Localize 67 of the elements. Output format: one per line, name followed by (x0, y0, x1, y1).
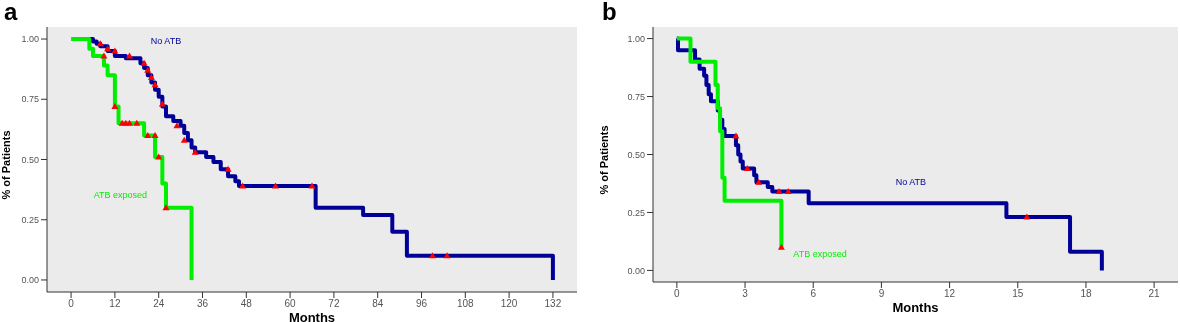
point (162, 204, 170, 211)
series-label: No ATB (895, 176, 927, 187)
y-tick-label: 1.00 (627, 33, 645, 44)
point (777, 243, 785, 250)
y-tick-label: 0.75 (627, 91, 645, 102)
x-tick-label: 24 (153, 298, 165, 310)
point (151, 131, 159, 138)
y-tick-label: 0.50 (21, 154, 39, 165)
x-tick-label: 84 (372, 298, 384, 310)
point (1023, 213, 1031, 220)
x-tick-label: 0 (68, 298, 75, 310)
series-label: ATB exposed (93, 190, 148, 201)
point (111, 47, 119, 54)
point (144, 66, 152, 73)
x-tick-label: 12 (944, 288, 956, 300)
point (239, 182, 247, 189)
y-tick-label: 0.00 (21, 275, 39, 286)
x-tick-label: 0 (674, 288, 681, 300)
point (133, 119, 141, 126)
y-axis-title: % of Patients (597, 125, 610, 195)
x-tick-label: 108 (456, 298, 475, 310)
x-tick-label: 48 (240, 298, 253, 310)
point (144, 131, 152, 138)
x-tick-label: 21 (1148, 288, 1161, 300)
point (96, 40, 104, 47)
series-label: No ATB (150, 35, 182, 46)
point (308, 182, 316, 189)
x-tick-label: 132 (544, 298, 562, 310)
x-tick-label: 18 (1080, 288, 1092, 300)
x-axis-title: Months (288, 310, 336, 322)
point (147, 74, 155, 81)
point (140, 59, 148, 66)
x-tick-label: 12 (109, 298, 121, 310)
x-tick-label: 15 (1012, 288, 1024, 300)
chart-title: a (4, 0, 18, 26)
point (272, 182, 279, 189)
point (755, 178, 763, 185)
point (155, 153, 163, 160)
point (784, 188, 792, 195)
chart-title: b (602, 0, 617, 26)
point (173, 122, 181, 129)
series-label: ATB exposed (793, 248, 847, 259)
point (104, 45, 112, 52)
x-tick-label: 36 (196, 298, 209, 310)
y-tick-label: 0.00 (627, 265, 645, 276)
y-tick-label: 0.25 (627, 207, 645, 218)
y-tick-label: 0.50 (627, 149, 645, 160)
x-axis-title: Months (892, 300, 939, 315)
y-tick-label: 0.25 (21, 214, 39, 225)
y-tick-label: 0.75 (21, 94, 39, 105)
point (158, 100, 166, 107)
x-tick-label: 96 (415, 298, 428, 310)
point (191, 148, 199, 155)
x-tick-label: 6 (810, 288, 817, 300)
y-axis-title: % of Patients (0, 130, 12, 200)
point (743, 164, 751, 171)
point (775, 188, 783, 195)
x-tick-label: 120 (500, 298, 518, 310)
point (180, 136, 188, 143)
x-tick-label: 60 (284, 298, 297, 310)
x-tick-label: 9 (878, 288, 885, 300)
x-tick-label: 72 (328, 298, 340, 310)
x-tick-label: 3 (742, 288, 749, 300)
point (224, 165, 232, 172)
point (111, 103, 119, 109)
point (428, 252, 436, 259)
y-tick-label: 1.00 (21, 34, 39, 45)
